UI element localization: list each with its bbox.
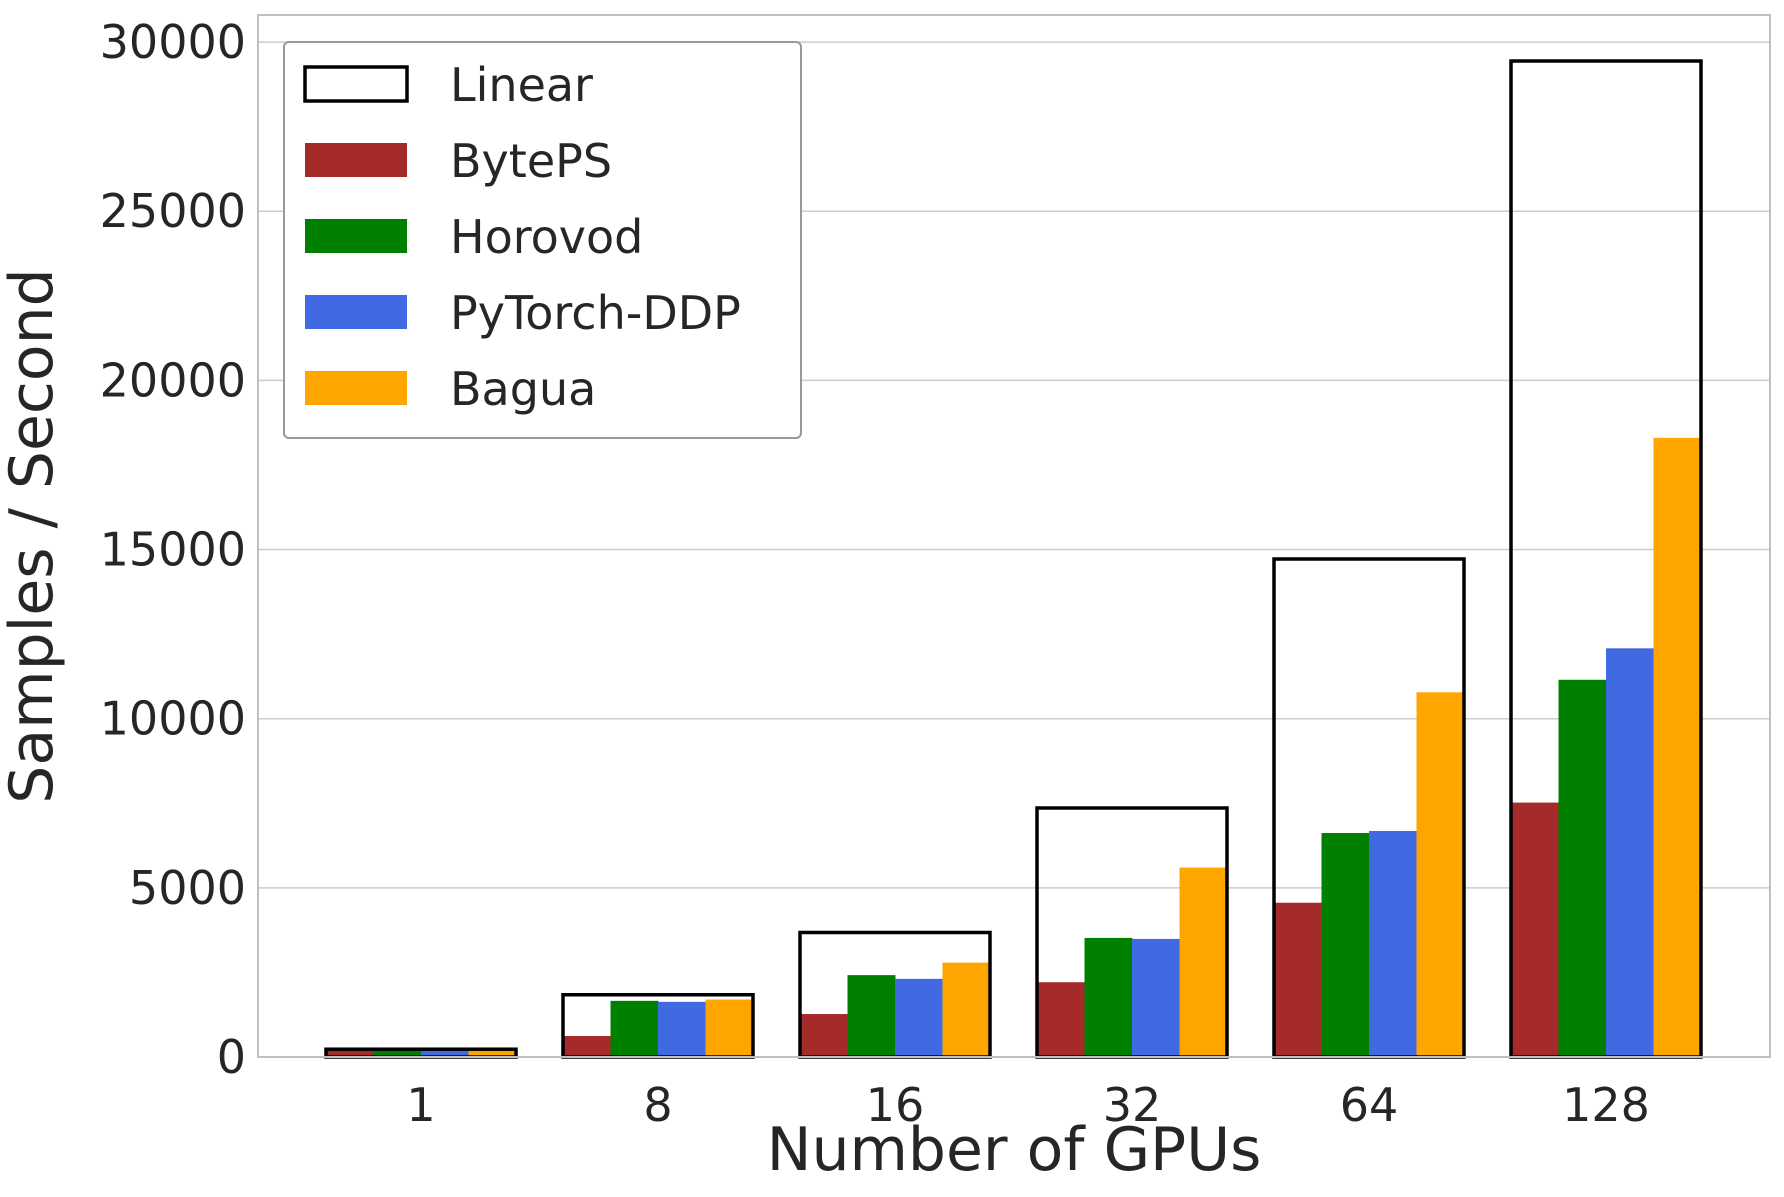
bar-pytorch-ddp: [895, 978, 943, 1057]
x-axis-ticks: 1 8 16 32 64 128: [406, 1078, 1650, 1132]
legend-label-linear: Linear: [450, 58, 593, 112]
x-tick-label: 64: [1340, 1078, 1399, 1132]
y-axis-label: Samples / Second: [0, 268, 67, 803]
y-axis-ticks: 0 5000 10000 15000 20000 25000 30000: [100, 15, 246, 1084]
y-tick-label: 0: [217, 1030, 246, 1084]
legend-label-byteps: BytePS: [450, 134, 612, 188]
x-tick-label: 128: [1562, 1078, 1650, 1132]
y-tick-label: 10000: [100, 692, 246, 746]
legend-swatch-bagua: [305, 371, 407, 405]
bar-pytorch-ddp: [658, 1001, 706, 1057]
bar-byteps: [1511, 802, 1559, 1057]
y-tick-label: 25000: [100, 184, 246, 238]
bar-horovod: [1321, 833, 1370, 1057]
bars: [326, 437, 1702, 1057]
legend-label-pytorch-ddp: PyTorch-DDP: [450, 286, 741, 340]
x-tick-label: 16: [866, 1078, 925, 1132]
bar-pytorch-ddp: [1369, 831, 1417, 1057]
bar-byteps: [800, 1014, 848, 1057]
legend-frame: [283, 41, 802, 439]
bar-pytorch-ddp: [421, 1049, 469, 1057]
legend-label-horovod: Horovod: [450, 210, 643, 264]
x-tick-label: 32: [1103, 1078, 1162, 1132]
legend-label-bagua: Bagua: [450, 362, 596, 416]
x-tick-label: 8: [643, 1078, 672, 1132]
bar-bagua: [1416, 692, 1465, 1057]
bar-horovod: [847, 975, 896, 1057]
bar-horovod: [373, 1049, 422, 1057]
x-tick-label: 1: [406, 1078, 435, 1132]
legend-swatch-pytorch-ddp: [305, 295, 407, 329]
bar-byteps: [326, 1049, 374, 1057]
bar-horovod: [610, 1000, 659, 1057]
bar-bagua: [705, 999, 754, 1057]
plot-frame: [257, 14, 1771, 1058]
bar-horovod: [1558, 679, 1607, 1057]
bar-bagua: [942, 962, 991, 1057]
y-tick-label: 20000: [100, 353, 246, 407]
bar-bagua: [1179, 867, 1228, 1057]
legend-swatch-linear: [303, 65, 409, 103]
bar-horovod: [1084, 937, 1133, 1057]
bar-pytorch-ddp: [1606, 648, 1654, 1057]
legend-swatch-byteps: [305, 143, 407, 177]
bar-bagua: [468, 1049, 517, 1057]
legend-swatch-horovod: [305, 219, 407, 253]
x-axis-label: Number of GPUs: [767, 1115, 1262, 1185]
y-tick-label: 5000: [129, 861, 246, 915]
bar-byteps: [1274, 902, 1322, 1057]
bar-byteps: [563, 1036, 611, 1057]
legend: Linear BytePS Horovod PyTorch-DDP Bagua: [283, 41, 802, 439]
bar-byteps: [1037, 982, 1085, 1057]
bar-bagua: [1653, 437, 1702, 1057]
y-tick-label: 15000: [100, 523, 246, 577]
bar-pytorch-ddp: [1132, 938, 1180, 1057]
y-tick-label: 30000: [100, 15, 246, 69]
